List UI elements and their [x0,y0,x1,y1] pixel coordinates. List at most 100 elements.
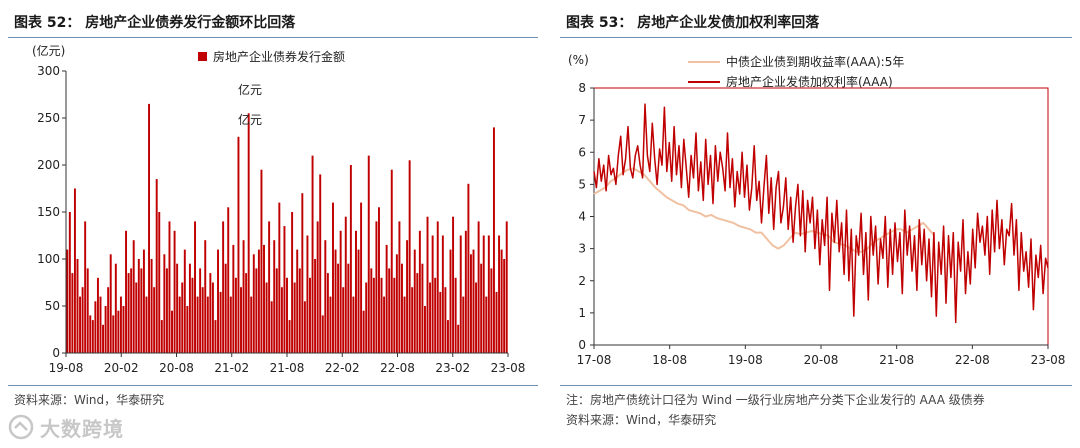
left-bar [416,273,419,353]
right-chart-title: 图表 53： 房地产企业发债加权利率回落 [566,15,820,31]
left-bar [273,240,276,353]
left-chart-title: 图表 52： 房地产企业债券发行金额环比回落 [14,15,296,31]
left-x-tick-label: 22-08 [380,361,415,375]
left-bar [119,296,122,353]
left-bar [411,287,414,353]
left-bar [260,169,263,353]
left-bar [135,282,138,353]
left-bar [423,306,426,353]
left-bar [385,244,388,353]
left-bar [217,249,219,353]
left-bar [390,169,393,353]
left-bar [421,263,424,353]
left-bar [334,249,337,353]
left-bar [153,287,156,353]
right-x-tick-label: 17-08 [577,353,612,367]
left-bar [380,277,383,353]
right-y-tick-label: 1 [578,306,586,320]
left-bar [498,235,501,353]
left-bar [240,287,242,353]
left-bar [155,179,158,353]
right-panel: 图表 53： 房地产企业发债加权利率回落 (%) 0 1 2 3 4 5 6 7 8 17-08 18… [560,0,1072,448]
left-bar [365,282,368,353]
left-bar [275,268,278,353]
left-bar [245,273,248,353]
left-bar [263,244,265,353]
left-source: 资料来源：Wind，华泰研究 [14,393,165,407]
left-bar [505,221,508,353]
left-bar [418,230,421,353]
left-bar [222,221,225,353]
left-bar [398,221,401,353]
left-bar [163,254,166,353]
left-bar [283,226,286,353]
left-x-tick-label: 20-02 [104,361,139,375]
left-bar [109,254,112,353]
left-bar [306,235,309,353]
left-bar [160,320,163,353]
left-bar [439,291,442,353]
left-x-tick-label: 21-08 [270,361,305,375]
left-bar [349,165,352,353]
left-bar [426,216,429,353]
left-bar [150,259,153,353]
watermark-logo-icon [8,414,34,440]
left-bar [298,268,301,353]
left-bar [140,268,143,353]
left-bar [280,287,283,353]
left-bar [265,282,268,353]
right-legend-label: 房地产企业发债加权利率(AAA) [726,74,893,89]
left-bar [464,230,467,353]
left-bar [188,263,191,353]
left-bar [268,221,271,353]
left-bar [191,277,194,353]
left-bar [114,263,117,353]
left-bar [76,259,79,353]
left-bar [247,113,250,353]
left-bar [158,212,161,353]
left-x-tick-label: 22-02 [325,361,360,375]
left-bar [117,310,120,353]
left-bar [487,235,490,353]
left-bar [142,249,145,353]
left-bar [242,240,245,353]
left-bar [214,320,217,353]
left-legend-label: 房地产企业债券发行金额 [213,49,345,64]
left-bar [86,268,89,353]
left-bar [176,263,179,353]
left-bar [252,254,255,353]
left-bar-chart: (亿元) 0 50 100 150 200 250 300 19-08 20-02 20-08 21-… [32,43,526,375]
left-bar [137,259,140,353]
right-x-tick-label: 21-08 [879,353,914,367]
left-bar [367,155,370,353]
left-bar [444,287,447,353]
left-bar [454,277,457,353]
right-x-tick-label: 22-08 [955,353,990,367]
left-x-tick-label: 21-02 [214,361,249,375]
left-bar [232,244,235,353]
left-bar [104,306,107,353]
left-bar [201,287,204,353]
right-x-tick-label: 18-08 [652,353,687,367]
left-annotation: 亿元 [238,82,262,97]
right-x-tick-label: 19-08 [728,353,763,367]
left-bar [227,207,230,353]
left-bar [199,268,202,353]
right-note: 注：房地产债统计口径为 Wind 一级行业房地产分类下企业发行的 AAA 级债券 [566,393,985,407]
left-bar [457,324,460,353]
left-y-tick-label: 300 [37,64,60,78]
left-bar [145,296,148,353]
left-x-tick-label: 23-08 [491,361,526,375]
left-bar [171,310,173,353]
right-series-rate-line [593,103,1049,324]
left-bar [196,296,199,353]
left-panel: 图表 52： 房地产企业债券发行金额环比回落 (亿元) 0 50 100 150 200 2… [8,0,538,448]
left-bar [352,296,355,353]
left-bar [500,249,503,353]
left-y-tick-label: 250 [37,111,60,125]
left-x-tick-label: 23-02 [435,361,470,375]
left-bar [122,306,125,353]
left-bar [224,263,227,353]
left-annotation: 亿元 [238,112,262,127]
right-y-tick-label: 4 [578,210,586,224]
